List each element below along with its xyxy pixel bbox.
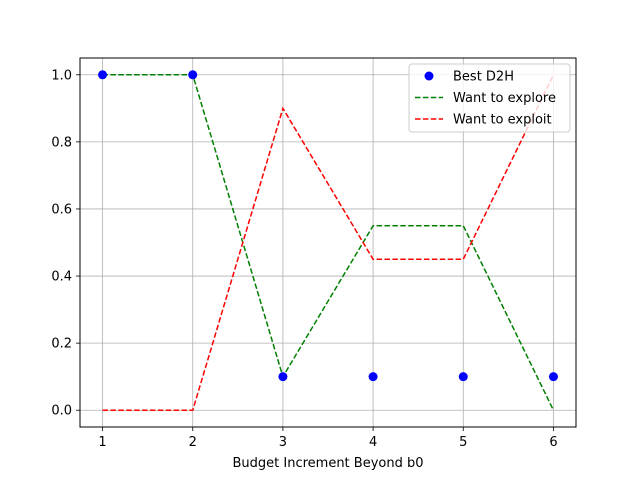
y-tick-label: 0.0 [51, 404, 72, 419]
best-d2h-legend-marker [424, 71, 434, 81]
best-d2h-point [548, 372, 558, 382]
legend-label: Want to explore [453, 91, 556, 106]
legend-label: Want to exploit [453, 113, 552, 128]
y-tick-label: 0.8 [51, 135, 72, 150]
ticks: 1 2 3 4 5 6 0.0 0.2 0.4 0.6 0.8 1.0 [51, 68, 557, 450]
x-tick-label: 2 [189, 435, 197, 450]
best-d2h-point [458, 372, 468, 382]
y-tick-label: 0.4 [51, 270, 72, 285]
x-tick-label: 5 [459, 435, 467, 450]
y-tick-label: 1.0 [51, 68, 72, 83]
want-to-exploit-line [102, 74, 555, 411]
best-d2h-point [98, 70, 108, 80]
best-d2h-point [188, 70, 198, 80]
legend-label: Best D2H [453, 70, 514, 85]
y-tick-label: 0.2 [51, 337, 72, 352]
best-d2h-point [278, 372, 288, 382]
grid [80, 58, 576, 427]
x-tick-label: 6 [549, 435, 557, 450]
legend: Best D2H Want to explore Want to exploit [408, 63, 571, 133]
x-tick-label: 3 [279, 435, 287, 450]
series-layer [98, 70, 558, 411]
plot-frame [79, 57, 577, 428]
x-tick-label: 1 [98, 435, 106, 450]
x-axis-label: Budget Increment Beyond b0 [232, 456, 423, 471]
best-d2h-point [368, 372, 378, 382]
x-tick-label: 4 [369, 435, 377, 450]
legend-box [408, 63, 571, 133]
want-to-explore-line [102, 74, 555, 411]
y-tick-label: 0.6 [51, 202, 72, 217]
